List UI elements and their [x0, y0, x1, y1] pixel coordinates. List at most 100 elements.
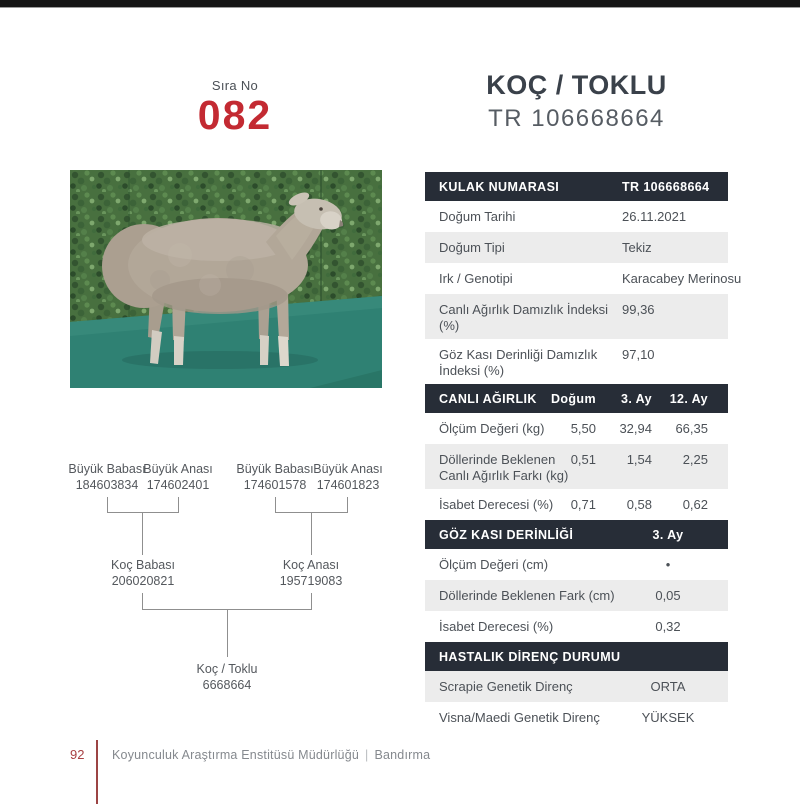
- cell-value: 0,62: [682, 497, 708, 512]
- sheep-figure: [102, 192, 344, 369]
- pedigree-label: Koç Anası: [282, 558, 340, 572]
- eye-muscle-table-header: GÖZ KASI DERİNLİĞİ 3. Ay: [425, 520, 728, 549]
- tree-line: [347, 497, 348, 512]
- pedigree-id: 174601578: [243, 478, 307, 492]
- ear-tag-number: TR 106668664: [488, 105, 665, 132]
- row-value: 97,10: [622, 347, 655, 362]
- row-label: Canlı Ağırlık Damızlık İndeksi (%): [439, 302, 609, 333]
- table-row: Ölçüm Değeri (cm) •: [425, 549, 728, 580]
- footer-organization: Koyunculuk Araştırma Enstitüsü Müdürlüğü: [112, 748, 360, 762]
- table-row: Ölçüm Değeri (kg) 5,50 32,94 66,35: [425, 413, 728, 444]
- cell-value: 32,94: [619, 421, 652, 436]
- row-label: Ölçüm Değeri (kg): [439, 421, 545, 436]
- table-row: Döllerinde Beklenen Canlı Ağırlık Farkı …: [425, 444, 728, 489]
- pedigree-id: 6668664: [202, 678, 252, 692]
- title-block: KOÇ / TOKLU TR 106668664: [425, 70, 728, 133]
- pedigree-subject: Koç / Toklu 6668664: [167, 661, 287, 693]
- eye-muscle-header-label: GÖZ KASI DERİNLİĞİ: [439, 528, 574, 542]
- pedigree-sire: Koç Babası 206020821: [83, 557, 203, 589]
- cell-value: 5,50: [570, 421, 596, 436]
- row-value: 0,32: [655, 619, 681, 634]
- pedigree-label: Büyük Babası: [68, 462, 146, 476]
- col-header-3ay: 3. Ay: [621, 392, 652, 406]
- tree-line: [311, 512, 312, 555]
- pedigree-dam: Koç Anası 195719083: [251, 557, 371, 589]
- pedigree-grandmother-dam: Büyük Anası 174601823: [300, 461, 396, 493]
- row-label: Doğum Tarihi: [439, 209, 516, 224]
- pedigree-label: Koç Babası: [111, 558, 175, 572]
- pedigree-id: 184603834: [75, 478, 139, 492]
- cell-value: 2,25: [682, 452, 708, 467]
- live-weight-table-header: CANLI AĞIRLIK Doğum 3. Ay 12. Ay: [425, 384, 728, 413]
- table-row: Visna/Maedi Genetik Direnç YÜKSEK: [425, 702, 728, 733]
- col-header-12ay: 12. Ay: [669, 392, 708, 406]
- col-header-3ay: 3. Ay: [652, 528, 684, 542]
- serial-number-label: Sıra No: [211, 78, 259, 93]
- row-value: YÜKSEK: [641, 710, 695, 725]
- tree-line: [227, 609, 228, 657]
- pedigree-id: 195719083: [279, 574, 343, 588]
- row-label: Göz Kası Derinliği Damızlık İndeksi (%): [439, 347, 598, 378]
- table-row: Doğum Tipi Tekiz: [425, 232, 728, 263]
- row-label: Doğum Tipi: [439, 240, 505, 255]
- tree-line: [107, 497, 108, 512]
- tree-line: [178, 497, 179, 512]
- row-value: 0,05: [655, 588, 681, 603]
- table-row: Scrapie Genetik Direnç ORTA: [425, 671, 728, 702]
- footer-city: Bandırma: [374, 748, 431, 762]
- info-tables: KULAK NUMARASI TR 106668664 Doğum Tarihi…: [425, 172, 741, 733]
- footer-divider-line: [96, 740, 98, 804]
- table-row: Irk / Genotipi Karacabey Merinosu: [425, 263, 741, 294]
- pedigree-grandfather-sire: Büyük Babası 184603834: [59, 461, 155, 493]
- top-black-bar: [0, 0, 800, 8]
- footer-text: Koyunculuk Araştırma Enstitüsü Müdürlüğü…: [112, 748, 430, 762]
- disease-header-label: HASTALIK DİRENÇ DURUMU: [439, 650, 621, 664]
- row-value: Tekiz: [622, 240, 652, 255]
- row-value: 26.11.2021: [622, 209, 687, 224]
- row-value: 99,36: [622, 302, 655, 317]
- footer-separator: |: [365, 748, 369, 762]
- row-value: •: [665, 557, 671, 572]
- serial-number-value: 082: [197, 92, 273, 138]
- row-label: İsabet Derecesi (%): [439, 619, 554, 634]
- table-row: Döllerinde Beklenen Fark (cm) 0,05: [425, 580, 728, 611]
- cell-value: 0,58: [626, 497, 652, 512]
- cell-value: 1,54: [626, 452, 652, 467]
- cell-value: 0,71: [570, 497, 596, 512]
- sheep-photo: [70, 170, 382, 388]
- table-row: Göz Kası Derinliği Damızlık İndeksi (%) …: [425, 339, 728, 384]
- table-row: İsabet Derecesi (%) 0,32: [425, 611, 728, 642]
- pedigree-label: Koç / Toklu: [196, 662, 258, 676]
- identity-table-header: KULAK NUMARASI TR 106668664: [425, 172, 728, 201]
- pedigree-label: Büyük Anası: [143, 462, 213, 476]
- cell-value: 66,35: [675, 421, 708, 436]
- pedigree-id: 174601823: [316, 478, 380, 492]
- live-weight-header-label: CANLI AĞIRLIK: [439, 392, 537, 406]
- row-label: Visna/Maedi Genetik Direnç: [439, 710, 600, 725]
- cell-value: 0,51: [570, 452, 596, 467]
- tree-line: [311, 593, 312, 609]
- page-title: KOÇ / TOKLU: [486, 70, 667, 100]
- tree-line: [142, 512, 143, 555]
- pedigree-id: 206020821: [111, 574, 175, 588]
- row-label: Döllerinde Beklenen Fark (cm): [439, 588, 615, 603]
- row-value: ORTA: [650, 679, 686, 694]
- pedigree-label: Büyük Babası: [236, 462, 314, 476]
- row-value: Karacabey Merinosu: [622, 271, 742, 286]
- pedigree-id: 174602401: [146, 478, 210, 492]
- pedigree-grandmother-sire: Büyük Anası 174602401: [130, 461, 226, 493]
- disease-table-header: HASTALIK DİRENÇ DURUMU: [425, 642, 728, 671]
- identity-header-value: TR 106668664: [622, 180, 710, 194]
- pedigree-grandfather-dam: Büyük Babası 174601578: [227, 461, 323, 493]
- tree-line: [275, 497, 276, 512]
- row-label: Döllerinde Beklenen Canlı Ağırlık Farkı …: [439, 452, 569, 483]
- row-label: Scrapie Genetik Direnç: [439, 679, 573, 694]
- table-row: Canlı Ağırlık Damızlık İndeksi (%) 99,36: [425, 294, 728, 339]
- table-row: Doğum Tarihi 26.11.2021: [425, 201, 728, 232]
- identity-header-label: KULAK NUMARASI: [439, 180, 560, 194]
- sheep-photo-art: [70, 170, 382, 388]
- table-row: İsabet Derecesi (%) 0,71 0,58 0,62: [425, 489, 728, 520]
- tree-line: [107, 512, 179, 513]
- teal-floor: [70, 296, 382, 388]
- tree-line: [142, 593, 143, 609]
